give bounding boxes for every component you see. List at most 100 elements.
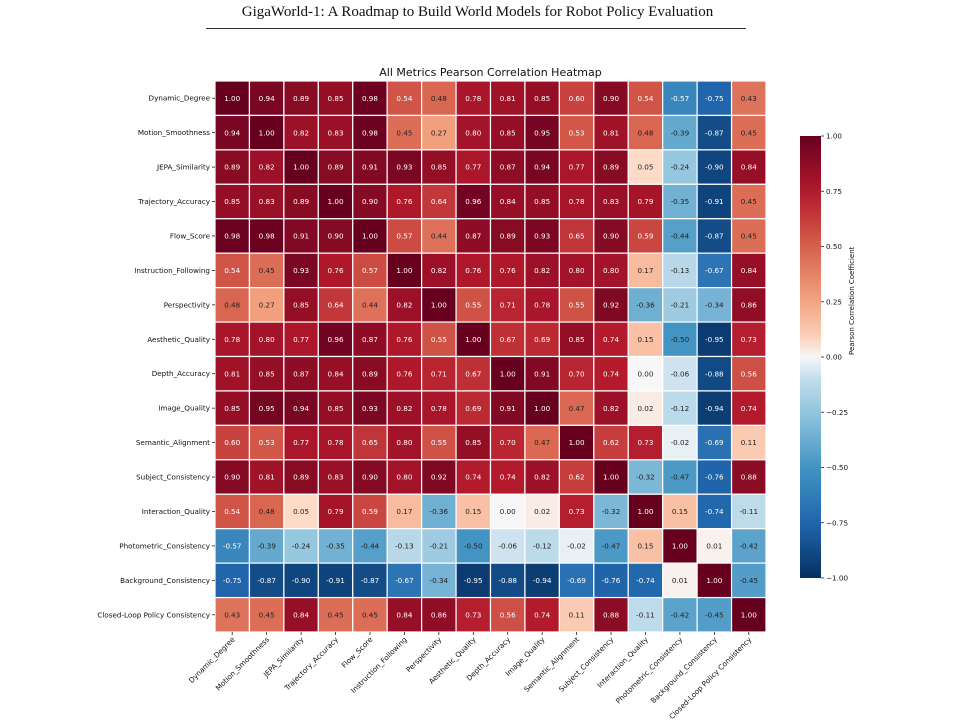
cell-value-label: -0.34: [705, 300, 724, 309]
cell-value-label: 0.76: [328, 266, 344, 275]
cell-value-label: 1.00: [569, 438, 585, 447]
heatmap-cell: [489, 355, 526, 392]
heatmap-cell: [593, 252, 629, 289]
cell-value-label: 0.55: [431, 438, 447, 447]
heatmap-cell: [489, 562, 526, 599]
cell-value-label: 0.89: [603, 163, 619, 172]
heatmap-cell: [524, 321, 560, 358]
header-rule: [206, 28, 746, 29]
cell-value-label: 0.85: [534, 94, 550, 103]
cell-value-label: 0.55: [569, 300, 585, 309]
cell-value-label: 0.55: [465, 300, 481, 309]
heatmap-cell: [283, 252, 319, 289]
cell-value-label: 0.82: [431, 266, 447, 275]
cell-value-label: 0.74: [603, 369, 619, 378]
heatmap-cell: [248, 321, 285, 358]
cell-value-label: 0.79: [637, 197, 653, 206]
cell-value-label: 0.45: [259, 610, 275, 619]
cell-value-label: 0.93: [293, 266, 309, 275]
cell-value-label: 0.82: [534, 266, 550, 275]
heatmap-cell: [421, 80, 457, 117]
cell-value-label: 0.89: [293, 473, 309, 482]
cell-value-label: 0.01: [672, 576, 688, 585]
cell-value-label: -0.12: [671, 404, 690, 413]
heatmap-cell: [489, 321, 526, 358]
chart-title: All Metrics Pearson Correlation Heatmap: [379, 66, 602, 79]
cell-value-label: 0.73: [465, 610, 481, 619]
cell-value-label: 0.85: [431, 163, 447, 172]
heatmap-cell: [662, 562, 698, 599]
heatmap-cell: [662, 218, 698, 254]
heatmap-cell: [352, 114, 388, 151]
cell-value-label: 0.83: [259, 197, 275, 206]
heatmap-cell: [352, 424, 388, 461]
cell-value-label: 0.84: [741, 163, 757, 172]
cell-value-label: 0.77: [569, 163, 585, 172]
heatmap-cell: [317, 114, 354, 151]
heatmap-cell: [214, 596, 251, 633]
cell-value-label: -0.24: [292, 542, 311, 551]
cell-value-label: -0.67: [395, 576, 414, 585]
cell-value-label: 0.91: [362, 163, 378, 172]
cell-value-label: 0.48: [431, 94, 447, 103]
heatmap-cell: [696, 149, 733, 185]
cell-value-label: -0.35: [671, 197, 690, 206]
cell-value-label: -0.75: [705, 94, 724, 103]
y-axis-labels: Dynamic_Degree Motion_Smoothness JEPA_Simi…: [97, 94, 215, 619]
heatmap-cell: [489, 493, 526, 530]
cell-value-label: 0.47: [534, 438, 550, 447]
cell-value-label: 0.78: [569, 197, 585, 206]
cell-value-label: 0.59: [362, 507, 378, 516]
heatmap-cell: [696, 252, 733, 289]
cell-value-label: 0.90: [362, 473, 378, 482]
cell-value-label: 0.70: [500, 438, 516, 447]
cell-value-label: 0.89: [328, 163, 344, 172]
heatmap-cell: [248, 183, 285, 220]
cell-value-label: 0.80: [396, 438, 412, 447]
cell-value-label: -0.88: [705, 369, 724, 378]
cell-value-label: -0.76: [602, 576, 621, 585]
cell-value-label: 0.90: [603, 94, 619, 103]
heatmap-cell: [421, 596, 457, 633]
cell-value-label: 0.90: [224, 473, 240, 482]
cell-value-label: -0.87: [705, 232, 724, 241]
cell-value-label: -0.36: [430, 507, 449, 516]
cell-value-label: 0.77: [293, 335, 309, 344]
heatmap-cell: [730, 252, 767, 289]
cell-value-label: 0.54: [637, 94, 653, 103]
cell-value-label: 0.59: [637, 232, 653, 241]
colorbar-tick-label: 0.75: [826, 187, 842, 196]
heatmap-cell: [696, 424, 733, 461]
cell-value-label: 1.00: [672, 542, 688, 551]
cell-value-label: -0.44: [671, 232, 690, 241]
cell-value-label: 0.56: [500, 610, 516, 619]
heatmap-cell: [455, 114, 492, 151]
heatmap-cell: [352, 355, 388, 392]
heatmap-cell: [421, 287, 457, 323]
heatmap-cell: [214, 80, 251, 117]
cell-value-label: 0.00: [637, 369, 653, 378]
page-header: GigaWorld-1: A Roadmap to Build World Mo…: [241, 4, 714, 20]
cell-value-label: 0.27: [431, 128, 447, 137]
heatmap-cell: [593, 218, 629, 254]
cell-value-label: 1.00: [328, 197, 344, 206]
cell-value-label: -0.57: [671, 94, 690, 103]
cell-value-label: -0.94: [705, 404, 724, 413]
y-tick-label: Background_Consistency: [120, 576, 211, 585]
cell-value-label: 1.00: [534, 404, 550, 413]
heatmap-cell: [662, 459, 698, 495]
heatmap-cell: [214, 149, 251, 185]
heatmap-cell: [696, 287, 733, 323]
heatmap-cell: [248, 424, 285, 461]
heatmap-cell: [524, 183, 560, 220]
cell-value-label: -0.88: [498, 576, 517, 585]
heatmap-cell: [283, 321, 319, 358]
cell-value-label: 1.00: [396, 266, 412, 275]
y-tick-label: Dynamic_Degree: [149, 94, 211, 103]
heatmap-cell: [283, 355, 319, 392]
heatmap-cell: [489, 596, 526, 633]
cell-value-label: -0.50: [671, 335, 690, 344]
x-tick-label: Background_Consistency: [649, 635, 719, 705]
cell-value-label: 0.76: [396, 197, 412, 206]
